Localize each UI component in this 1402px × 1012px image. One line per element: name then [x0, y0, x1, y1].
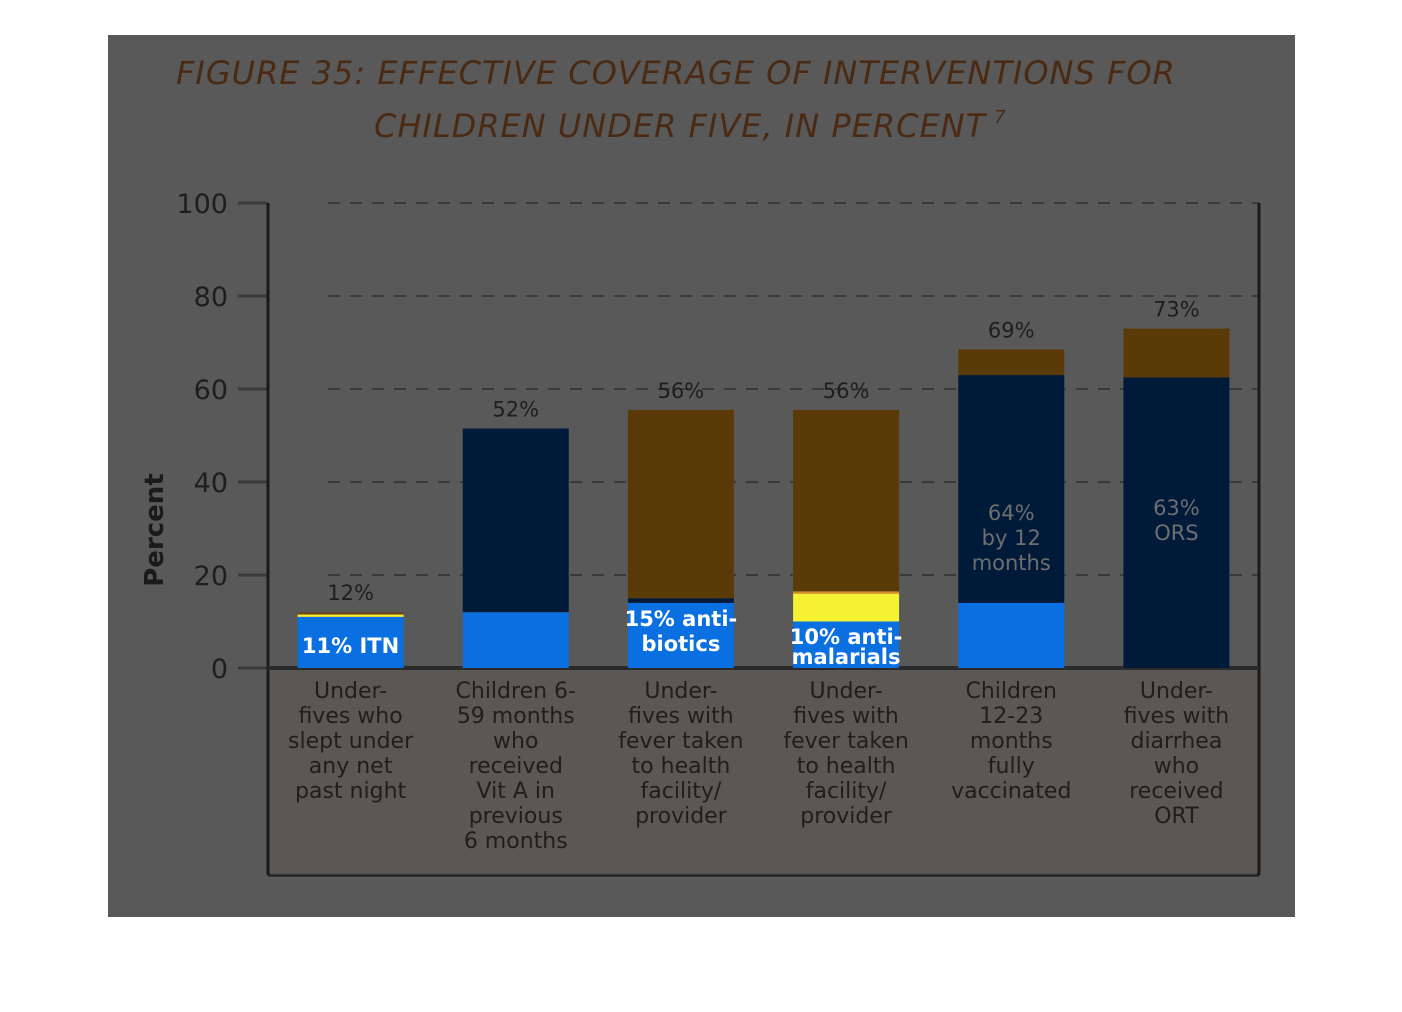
bar-1-segment-1 — [297, 616, 404, 668]
category-2-line-1: Children 6- — [456, 679, 576, 704]
category-6-line-6: ORT — [1154, 804, 1199, 829]
category-4-line-4: to health — [797, 754, 896, 779]
bar-6-segment-1 — [1123, 377, 1230, 668]
title-line-2: CHILDREN UNDER FIVE, IN PERCENT 7 — [374, 107, 1007, 145]
category-5-line-1: Children — [965, 679, 1057, 704]
total-label-5: 69% — [988, 318, 1035, 342]
category-5-line-3: months — [970, 729, 1053, 754]
category-2-line-7: 6 months — [464, 829, 568, 854]
category-3-line-2: fives with — [628, 704, 734, 729]
bar-4-segment-2 — [793, 593, 900, 622]
inner-label-6-line-2: ORS — [1154, 521, 1198, 545]
bar-3-segment-1 — [627, 602, 734, 668]
y-tick-label-100: 100 — [176, 189, 228, 220]
inner-label-5-line-2: by 12 — [982, 526, 1041, 550]
inner-label-1-line-1: 11% ITN — [302, 634, 399, 658]
y-tick-label-80: 80 — [194, 282, 228, 313]
category-4-line-2: fives with — [793, 704, 899, 729]
category-5-line-2: 12-23 — [979, 704, 1043, 729]
bar-4-segment-1 — [793, 621, 900, 668]
title-line-1: FIGURE 35: EFFECTIVE COVERAGE OF INTERVE… — [176, 54, 1176, 92]
category-6-line-4: who — [1154, 754, 1199, 779]
category-3-line-3: fever taken — [618, 729, 743, 754]
y-tick-label-20: 20 — [194, 561, 228, 592]
bar-1-segment-3 — [297, 612, 404, 615]
category-band — [270, 668, 1257, 875]
category-3-line-5: facility/ — [641, 779, 722, 804]
category-1-line-1: Under- — [314, 679, 387, 704]
inner-label-5-line-1: 64% — [988, 501, 1035, 525]
category-1-line-3: slept under — [288, 729, 414, 754]
category-2-line-4: received — [469, 754, 563, 779]
total-label-1: 12% — [327, 581, 374, 605]
bar-4-segment-4 — [793, 409, 900, 592]
total-label-6: 73% — [1153, 298, 1200, 322]
bar-1-segment-2 — [297, 614, 404, 617]
y-tick-label-40: 40 — [194, 468, 228, 499]
category-3-line-6: provider — [635, 804, 728, 829]
category-6-line-3: diarrhea — [1130, 729, 1222, 754]
axes: 0 20 40 60 80 100 Percent — [140, 189, 1261, 877]
inner-label-3-line-1: 15% anti- — [625, 607, 738, 631]
category-6-line-2: fives with — [1124, 704, 1230, 729]
bar-3-segment-3 — [627, 409, 734, 599]
category-5-line-4: fully — [988, 754, 1035, 779]
category-4-line-5: facility/ — [806, 779, 887, 804]
bar-5-segment-3 — [958, 349, 1065, 376]
category-4-line-3: fever taken — [783, 729, 908, 754]
category-5-line-5: vaccinated — [951, 779, 1071, 804]
category-1-line-2: fives who — [298, 704, 402, 729]
bar-2-segment-1 — [462, 612, 569, 668]
category-6-line-5: received — [1129, 779, 1223, 804]
chart-title: FIGURE 35: EFFECTIVE COVERAGE OF INTERVE… — [176, 54, 1176, 145]
category-2-line-5: Vit A in — [477, 779, 555, 804]
category-6-line-1: Under- — [1140, 679, 1213, 704]
inner-label-4-line-1: 10% anti- — [790, 625, 903, 649]
inner-label-6-line-1: 63% — [1153, 496, 1200, 520]
bar-labels: 12% 11% ITN 52% 56% 15% anti-biotics 56% 10% a… — [302, 298, 1200, 669]
y-axis-label: Percent — [140, 473, 170, 587]
bar-3-segment-2 — [627, 598, 734, 603]
title-footnote: 7 — [994, 107, 1006, 128]
inner-label-5-line-3: months — [972, 551, 1051, 575]
total-label-4: 56% — [823, 379, 870, 403]
bar-4-segment-3 — [793, 591, 900, 594]
inner-label-3-line-2: biotics — [641, 632, 720, 656]
bars — [297, 328, 1230, 668]
total-label-3: 56% — [658, 379, 705, 403]
category-2-line-6: previous — [469, 804, 563, 829]
category-3-line-1: Under- — [644, 679, 717, 704]
bar-5-segment-2 — [958, 375, 1065, 603]
category-4-line-6: provider — [800, 804, 893, 829]
category-3-line-4: to health — [632, 754, 731, 779]
category-1-line-5: past night — [295, 779, 406, 804]
bar-2-segment-2 — [462, 428, 569, 613]
bar-6-segment-2 — [1123, 328, 1230, 378]
category-4-line-1: Under- — [810, 679, 883, 704]
bar-5-segment-1 — [958, 602, 1065, 668]
total-label-2: 52% — [492, 398, 539, 422]
y-tick-label-0: 0 — [211, 654, 228, 685]
inner-label-4-line-2: malarials — [792, 645, 901, 669]
category-1-line-4: any net — [309, 754, 393, 779]
category-2-line-2: 59 months — [457, 704, 575, 729]
category-2-line-3: who — [493, 729, 538, 754]
y-tick-label-60: 60 — [194, 375, 228, 406]
